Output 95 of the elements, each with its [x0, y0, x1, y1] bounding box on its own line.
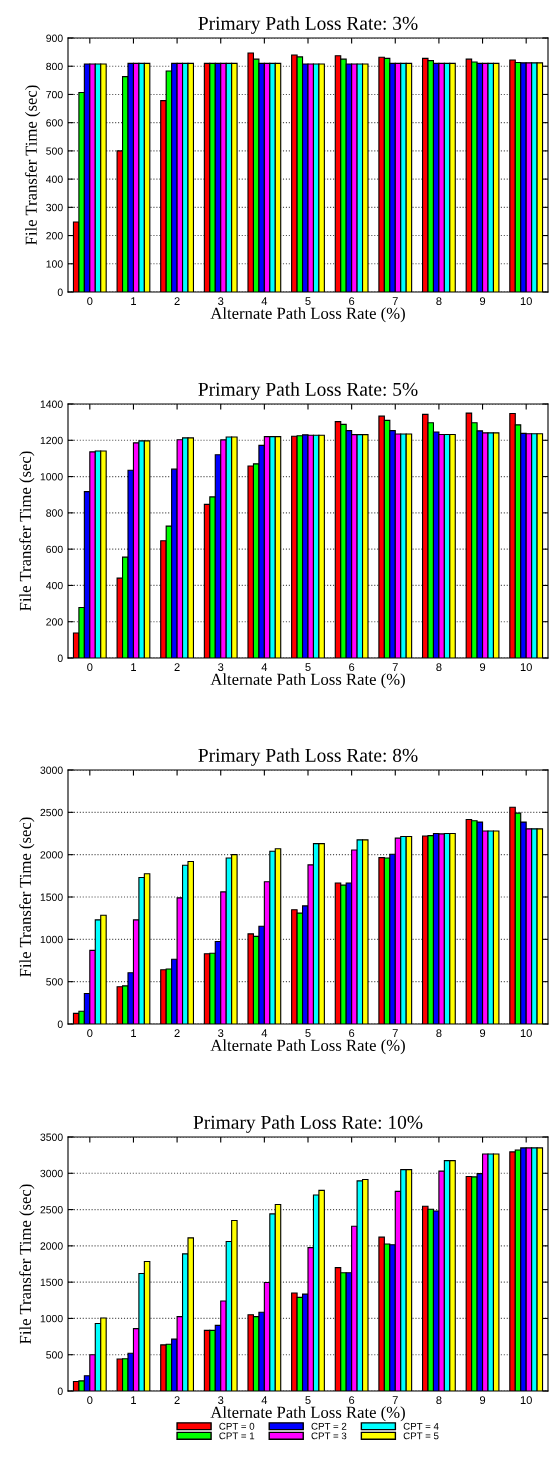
x-tick-label: 10	[520, 663, 532, 672]
y-tick-label: 2500	[40, 1206, 63, 1214]
legend-label: CPT = 5	[403, 1432, 439, 1440]
x-tick-label: 6	[349, 1029, 355, 1038]
x-tick-label: 5	[305, 297, 311, 306]
x-tick-label: 7	[392, 1396, 398, 1404]
x-tick-label: 2	[174, 1396, 180, 1404]
x-tick-label: 8	[436, 1396, 442, 1405]
x-tick-label: 1	[131, 663, 136, 671]
x-tick-label: 0	[87, 297, 93, 306]
x-tick-label: 9	[479, 1029, 486, 1038]
x-tick-label: 8	[436, 663, 442, 672]
x-tick-label: 5	[305, 1029, 311, 1038]
x-tick-label: 6	[349, 663, 355, 672]
x-tick-label: 4	[261, 663, 268, 671]
y-tick-label: 3000	[40, 1169, 63, 1178]
chart-title: Primary Path Loss Rate: 5%	[198, 382, 418, 400]
y-axis-title: File Transfer Time (sec)	[19, 451, 35, 611]
y-tick-label: 400	[46, 175, 63, 183]
x-tick-label: 6	[349, 1396, 355, 1405]
x-axis-title: Alternate Path Loss Rate (%)	[210, 1039, 405, 1055]
x-tick-label: 4	[261, 1396, 268, 1404]
x-axis-title: Alternate Path Loss Rate (%)	[210, 307, 405, 323]
y-tick-label: 2000	[40, 851, 63, 859]
x-tick-label: 3	[218, 663, 224, 672]
y-tick-label: 500	[46, 1351, 63, 1359]
y-tick-label: 3000	[40, 766, 63, 774]
x-tick-label: 3	[218, 297, 224, 306]
chart-title: Primary Path Loss Rate: 3%	[198, 16, 418, 34]
x-tick-label: 4	[261, 1029, 268, 1037]
y-tick-label: 300	[46, 203, 63, 212]
x-tick-label: 2	[174, 297, 180, 305]
legend-label: CPT = 1	[219, 1432, 255, 1440]
y-tick-label: 0	[57, 654, 63, 662]
x-tick-label: 2	[174, 663, 180, 671]
x-axis-title: Alternate Path Loss Rate (%)	[210, 673, 405, 689]
y-tick-label: 600	[46, 119, 63, 127]
x-tick-label: 1	[131, 297, 136, 305]
x-tick-label: 5	[305, 663, 311, 672]
y-tick-label: 3500	[40, 1133, 63, 1141]
x-tick-label: 7	[392, 1029, 398, 1037]
legend-label: CPT = 0	[219, 1422, 255, 1430]
y-axis-title: File Transfer Time (sec)	[24, 85, 41, 245]
y-tick-label: 800	[46, 509, 63, 517]
x-tick-label: 10	[520, 297, 532, 306]
y-tick-label: 2500	[40, 808, 63, 817]
y-tick-label: 200	[46, 232, 63, 240]
chart-title: Primary Path Loss Rate: 8%	[198, 748, 418, 766]
legend-label: CPT = 2	[311, 1422, 347, 1430]
x-tick-label: 9	[479, 1396, 486, 1405]
x-tick-label: 0	[87, 1029, 93, 1038]
y-tick-label: 1000	[40, 935, 63, 944]
y-tick-label: 1000	[40, 473, 63, 481]
x-tick-label: 8	[436, 297, 442, 306]
y-axis-title: File Transfer Time (sec)	[19, 1184, 35, 1344]
x-tick-label: 3	[218, 1029, 224, 1038]
x-tick-label: 10	[520, 1029, 532, 1038]
y-tick-label: 0	[57, 1020, 63, 1028]
x-tick-label: 4	[261, 297, 268, 305]
x-tick-label: 7	[392, 297, 398, 305]
x-tick-label: 6	[349, 297, 355, 306]
y-tick-label: 500	[46, 978, 63, 986]
y-tick-label: 1200	[40, 436, 63, 445]
chart-title: Primary Path Loss Rate: 10%	[193, 1115, 423, 1133]
y-tick-label: 100	[46, 260, 63, 268]
y-tick-label: 1500	[40, 1278, 63, 1287]
y-tick-label: 1500	[40, 893, 63, 901]
y-tick-label: 0	[57, 288, 63, 296]
y-tick-label: 800	[46, 62, 63, 71]
x-tick-label: 9	[479, 663, 486, 672]
x-tick-label: 5	[305, 1396, 311, 1405]
y-tick-label: 900	[46, 34, 63, 42]
y-tick-label: 400	[46, 581, 63, 590]
x-tick-label: 10	[520, 1396, 532, 1405]
x-tick-label: 9	[479, 297, 486, 306]
x-tick-label: 2	[174, 1029, 180, 1037]
x-tick-label: 0	[87, 1396, 93, 1405]
y-tick-label: 200	[46, 618, 63, 626]
y-axis-title: File Transfer Time (sec)	[19, 817, 35, 977]
x-tick-label: 1	[131, 1029, 136, 1037]
y-tick-label: 700	[46, 90, 63, 99]
y-tick-label: 1000	[40, 1314, 63, 1323]
x-tick-label: 0	[87, 663, 93, 672]
y-tick-label: 500	[46, 147, 63, 155]
y-tick-label: 2000	[40, 1242, 63, 1250]
legend-label: CPT = 3	[311, 1432, 347, 1440]
x-tick-label: 1	[131, 1396, 136, 1404]
y-tick-label: 1400	[40, 400, 63, 408]
y-tick-label: 600	[46, 545, 63, 554]
x-tick-label: 3	[218, 1396, 224, 1405]
x-tick-label: 7	[392, 663, 398, 671]
x-tick-label: 8	[436, 1029, 442, 1038]
legend-label: CPT = 4	[403, 1422, 439, 1430]
y-tick-label: 0	[57, 1387, 63, 1395]
x-axis-title: Alternate Path Loss Rate (%)	[210, 1406, 405, 1422]
